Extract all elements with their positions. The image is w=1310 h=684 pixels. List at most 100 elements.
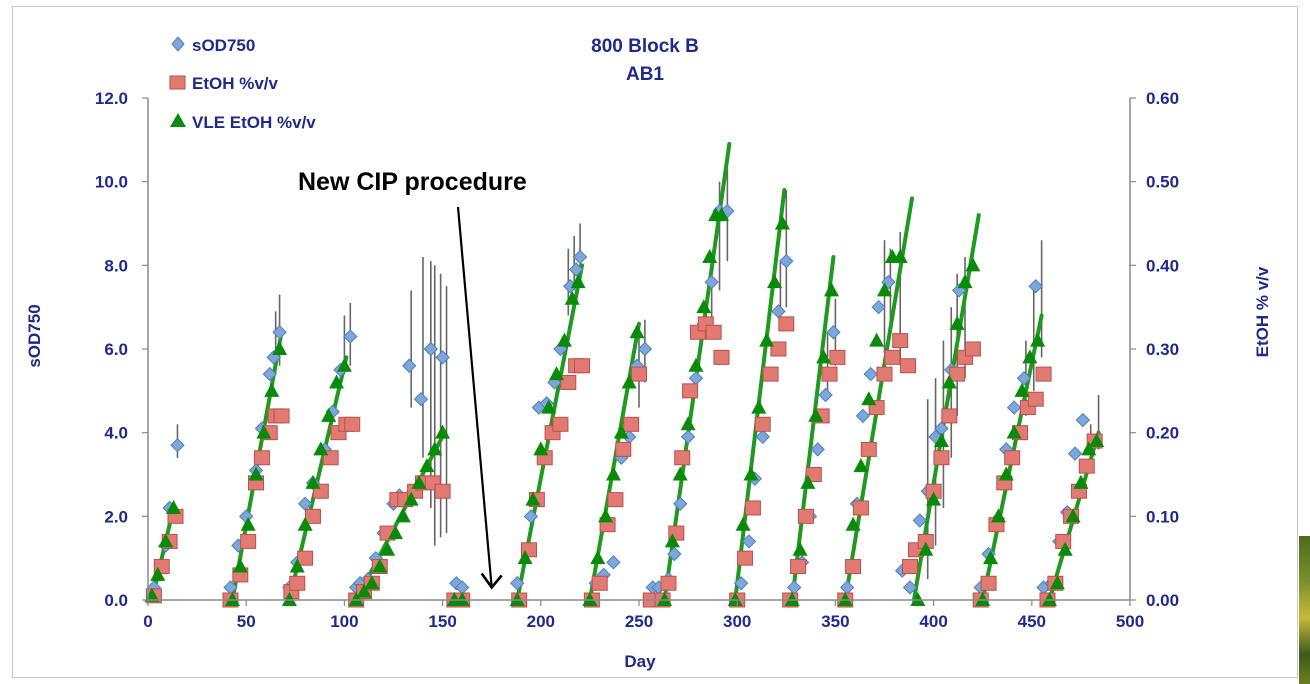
vle-etoh-point: [248, 466, 264, 481]
sod750-point: [688, 371, 704, 386]
sod750-point: [1075, 412, 1091, 428]
vle-etoh-point: [297, 516, 313, 531]
etoh-point: [1027, 391, 1044, 407]
vle-etoh-point: [240, 516, 256, 531]
etoh-point: [713, 349, 730, 365]
etoh-point: [892, 333, 909, 349]
vle-etoh-point: [837, 592, 853, 606]
x-tick-label: 500: [1116, 612, 1144, 631]
vle-etoh-point: [702, 248, 718, 263]
vle-etoh-point: [751, 399, 767, 414]
sod750-point: [402, 358, 417, 373]
sod750-point: [912, 513, 928, 528]
vle-etoh-point: [281, 592, 297, 606]
vle-etoh-point: [800, 474, 816, 489]
etoh-point: [253, 450, 270, 466]
legend-label-etoh: EtOH %v/v: [192, 74, 279, 93]
vle-etoh-point: [533, 441, 549, 456]
sod750-point: [704, 274, 719, 290]
sod750-point: [741, 534, 757, 549]
vle-etoh-point: [541, 399, 557, 414]
sod750-point: [733, 576, 749, 591]
vle-etoh-point: [419, 458, 435, 473]
etoh-point: [762, 366, 779, 382]
axes-layer: [142, 97, 1136, 606]
vle-etoh-point: [454, 592, 470, 606]
vle-etoh-point: [808, 407, 824, 422]
y-left-tick-label: 12.0: [95, 89, 128, 108]
vle-etoh-point: [1030, 332, 1046, 347]
vle-etoh-point: [823, 282, 839, 297]
sod750-point: [1016, 371, 1032, 386]
y-axis-right-label: EtOH % v/v: [1253, 266, 1272, 357]
etoh-point: [304, 508, 321, 524]
vle-etoh-point: [321, 407, 337, 422]
vle-etoh-point: [926, 491, 942, 506]
vle-etoh-point: [329, 374, 345, 389]
sod750-point: [871, 299, 886, 315]
sod750-point: [637, 341, 653, 357]
etoh-point: [591, 575, 608, 591]
vle-etoh-point: [158, 533, 174, 548]
vle-etoh-point: [272, 341, 288, 355]
legend-square-icon: [169, 75, 186, 90]
sod750-point: [680, 429, 696, 445]
vle-etoh-point: [941, 374, 957, 389]
sod750-point: [1028, 279, 1043, 294]
vle-etoh-point: [264, 382, 280, 397]
x-tick-label: 400: [919, 612, 947, 631]
y-left-tick-label: 4.0: [104, 424, 128, 443]
vle-etoh-point: [629, 324, 645, 339]
vle-etoh-point: [892, 248, 908, 263]
vle-etoh-point: [166, 499, 182, 514]
vle-etoh-point: [1049, 575, 1065, 590]
sod750-point: [170, 438, 185, 453]
vle-etoh-point: [727, 592, 743, 606]
x-tick-label: 50: [237, 612, 256, 631]
sod750-point: [572, 249, 588, 265]
vle-fit-line: [843, 196, 914, 602]
vle-etoh-point: [735, 516, 751, 531]
vle-etoh-point: [582, 592, 598, 606]
cip-annotation-text: New CIP procedure: [298, 168, 527, 196]
vle-fit-line: [733, 188, 787, 602]
vle-etoh-point: [998, 466, 1014, 481]
y-right-tick-label: 0.60: [1146, 89, 1179, 108]
x-tick-label: 100: [330, 612, 358, 631]
vle-etoh-point: [1089, 433, 1105, 448]
vle-etoh-point: [918, 541, 934, 556]
legend-item-sod750: sOD750: [171, 36, 255, 55]
etoh-point: [615, 441, 632, 457]
etoh-point: [1004, 450, 1021, 466]
vle-etoh-point: [983, 550, 999, 565]
sod750-point: [902, 580, 918, 595]
etoh-point: [560, 374, 577, 390]
x-tick-label: 350: [821, 612, 849, 631]
y-right-tick-label: 0.20: [1146, 424, 1179, 443]
sod750-point: [810, 442, 825, 457]
sod750-point: [510, 576, 525, 591]
vle-etoh-point: [525, 491, 541, 506]
vle-etoh-point: [869, 332, 885, 347]
sod750-point: [413, 391, 429, 407]
etoh-point: [790, 559, 807, 575]
etoh-point: [1078, 458, 1095, 474]
x-axis-label: Day: [624, 652, 656, 671]
vle-etoh-point: [1073, 474, 1089, 489]
etoh-point: [933, 450, 950, 466]
y-right-tick-label: 0.00: [1146, 591, 1179, 610]
etoh-point: [297, 550, 314, 566]
etoh-point: [674, 450, 691, 466]
sod750-point: [606, 555, 621, 570]
chart-title-line-2: AB1: [626, 64, 664, 85]
x-tick-label: 250: [625, 612, 653, 631]
y-right-tick-label: 0.30: [1146, 340, 1179, 359]
sod750-point: [818, 387, 833, 403]
vle-etoh-point: [784, 592, 800, 606]
etoh-point: [829, 349, 846, 365]
vle-etoh-point: [965, 257, 981, 272]
y-left-tick-label: 8.0: [104, 256, 128, 275]
vle-etoh-point: [387, 525, 403, 540]
legend-item-etoh: EtOH %v/v: [169, 74, 279, 93]
vle-fit-line: [790, 254, 836, 602]
